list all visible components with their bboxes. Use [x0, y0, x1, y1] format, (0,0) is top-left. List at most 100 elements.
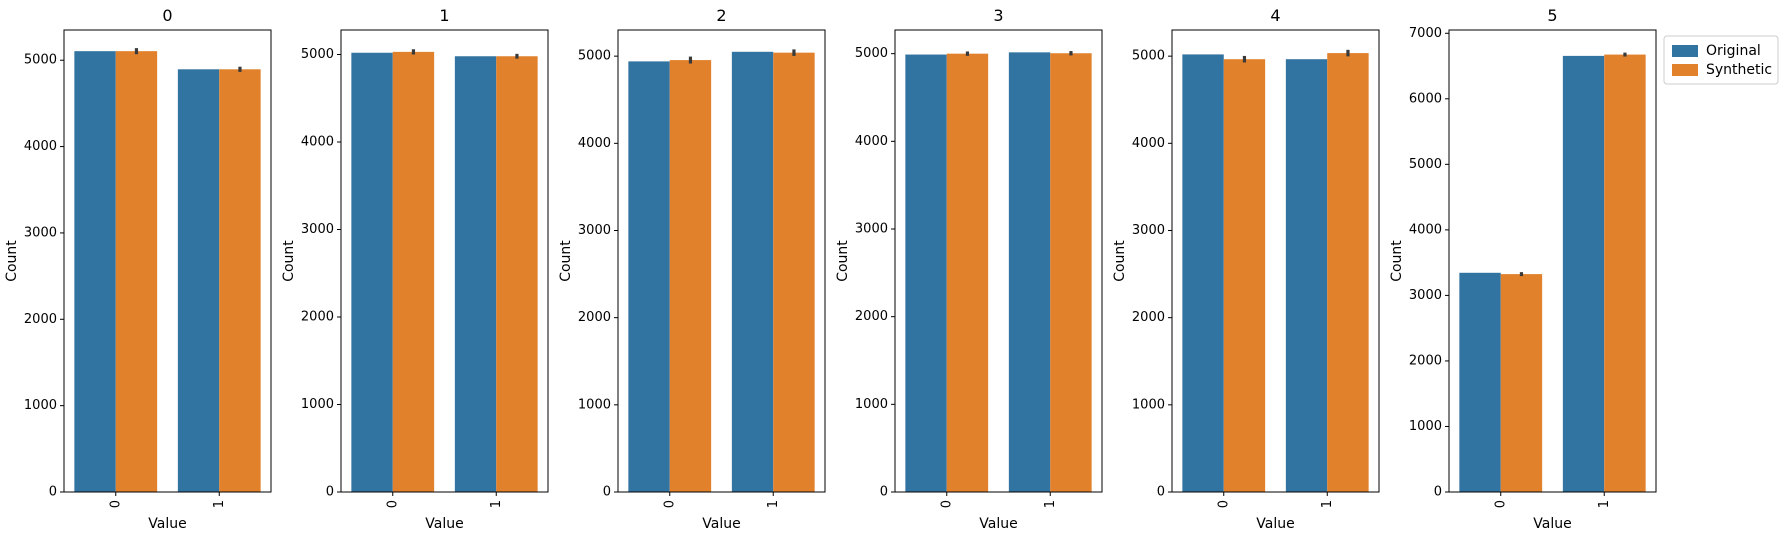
y-axis-label: Count — [835, 240, 851, 282]
bar-original-0 — [1182, 54, 1224, 493]
legend-swatch-synthetic — [1672, 64, 1698, 76]
bar-synthetic-0 — [392, 51, 435, 492]
y-tick-label: 3000 — [1409, 288, 1442, 303]
y-tick-label: 4000 — [1409, 222, 1442, 237]
axes-frame — [63, 29, 272, 493]
bar-synthetic-0 — [1500, 274, 1543, 492]
y-tick-label: 5000 — [1409, 157, 1442, 172]
panel-title: 1 — [439, 6, 449, 25]
axes-frame — [894, 29, 1103, 493]
y-tick-label: 2000 — [855, 309, 888, 324]
y-tick-label: 5000 — [855, 46, 888, 61]
legend-label-synthetic: Synthetic — [1706, 62, 1772, 78]
axes-frame — [617, 29, 826, 493]
axes-frame — [340, 29, 549, 493]
bar-synthetic-0 — [946, 53, 989, 492]
x-tick-label: 0 — [939, 500, 954, 508]
y-tick-label: 2000 — [1132, 310, 1165, 325]
x-axis-label: Value — [1256, 516, 1294, 532]
bar-original-0 — [351, 52, 393, 492]
panel-2: 0 1 0 1000 2000 3000 4000 5000 2 Value Count — [558, 6, 826, 532]
x-tick-label: 1 — [212, 500, 227, 508]
y-axis-label: Count — [4, 240, 20, 282]
y-axis-label: Count — [558, 240, 574, 282]
x-axis-label: Value — [148, 516, 186, 532]
bar-synthetic-1 — [1050, 53, 1092, 492]
y-tick-label: 0 — [326, 485, 334, 500]
y-tick-label: 2000 — [24, 312, 57, 327]
y-tick-label: 5000 — [578, 49, 611, 64]
panel-title: 4 — [1270, 6, 1280, 25]
x-tick-label: 1 — [1043, 500, 1058, 508]
panel-title: 5 — [1547, 6, 1557, 25]
panel-1: 0 1 0 1000 2000 3000 4000 5000 1 Value Count — [281, 6, 549, 532]
bar-original-1 — [177, 69, 220, 492]
y-tick-label: 2000 — [1409, 353, 1442, 368]
bar-synthetic-1 — [773, 52, 815, 492]
y-axis-label: Count — [1389, 240, 1405, 282]
x-tick-label: 0 — [108, 500, 123, 508]
bar-synthetic-1 — [219, 69, 261, 492]
bar-synthetic-0 — [115, 51, 158, 492]
x-tick-label: 0 — [1216, 500, 1231, 508]
y-axis-label: Count — [1112, 240, 1128, 282]
y-tick-label: 4000 — [301, 135, 334, 150]
x-tick-label: 1 — [489, 500, 504, 508]
y-tick-label: 3000 — [301, 222, 334, 237]
bar-original-0 — [628, 61, 670, 492]
y-tick-label: 1000 — [1132, 397, 1165, 412]
y-tick-label: 4000 — [24, 139, 57, 154]
y-tick-label: 3000 — [1132, 223, 1165, 238]
y-tick-label: 5000 — [24, 53, 57, 68]
panel-title: 3 — [993, 6, 1003, 25]
bar-original-1 — [731, 51, 774, 493]
y-tick-label: 4000 — [578, 136, 611, 151]
y-tick-label: 0 — [1157, 485, 1165, 500]
x-axis-label: Value — [1533, 516, 1571, 532]
x-axis-label: Value — [979, 516, 1017, 532]
y-tick-label: 0 — [1434, 485, 1442, 500]
y-tick-label: 4000 — [1132, 136, 1165, 151]
x-tick-label: 1 — [1320, 500, 1335, 508]
y-tick-label: 1000 — [24, 398, 57, 413]
bar-original-0 — [74, 51, 116, 492]
x-tick-label: 0 — [1493, 500, 1508, 508]
y-tick-label: 5000 — [301, 47, 334, 62]
bar-original-0 — [905, 54, 947, 493]
legend-label-original: Original — [1706, 43, 1761, 59]
bar-original-1 — [1285, 59, 1328, 493]
y-tick-label: 3000 — [855, 222, 888, 237]
x-tick-label: 0 — [662, 500, 677, 508]
legend-swatch-original — [1672, 45, 1698, 57]
y-tick-label: 1000 — [855, 397, 888, 412]
y-tick-label: 2000 — [301, 310, 334, 325]
bar-synthetic-0 — [1223, 59, 1266, 493]
axes-frame — [1171, 29, 1380, 493]
y-tick-label: 4000 — [855, 134, 888, 149]
x-tick-label: 1 — [766, 500, 781, 508]
bar-original-1 — [1008, 52, 1051, 493]
bar-original-1 — [454, 56, 497, 492]
bar-synthetic-1 — [496, 56, 538, 492]
bar-synthetic-1 — [1327, 53, 1369, 492]
y-tick-label: 3000 — [24, 225, 57, 240]
y-tick-label: 3000 — [578, 223, 611, 238]
panel-3: 0 1 0 1000 2000 3000 4000 5000 3 Value Count — [835, 6, 1103, 532]
y-tick-label: 0 — [880, 485, 888, 500]
y-tick-label: 0 — [49, 485, 57, 500]
y-tick-label: 7000 — [1409, 26, 1442, 41]
axes-frame — [1448, 29, 1657, 493]
panel-title: 2 — [716, 6, 726, 25]
panel-5: 0 1 0 1000 2000 3000 4000 5000 6000 7000 5 Value Cou… — [1389, 6, 1657, 532]
x-tick-label: 0 — [385, 500, 400, 508]
y-tick-label: 0 — [603, 485, 611, 500]
legend: Original Synthetic — [1663, 35, 1779, 85]
panel-title: 0 — [162, 6, 172, 25]
x-axis-label: Value — [702, 516, 740, 532]
y-tick-label: 6000 — [1409, 91, 1442, 106]
panel-0: 0 1 0 1000 2000 3000 4000 5000 0 Value Count — [4, 6, 272, 532]
y-tick-label: 1000 — [1409, 419, 1442, 434]
y-tick-label: 1000 — [301, 397, 334, 412]
